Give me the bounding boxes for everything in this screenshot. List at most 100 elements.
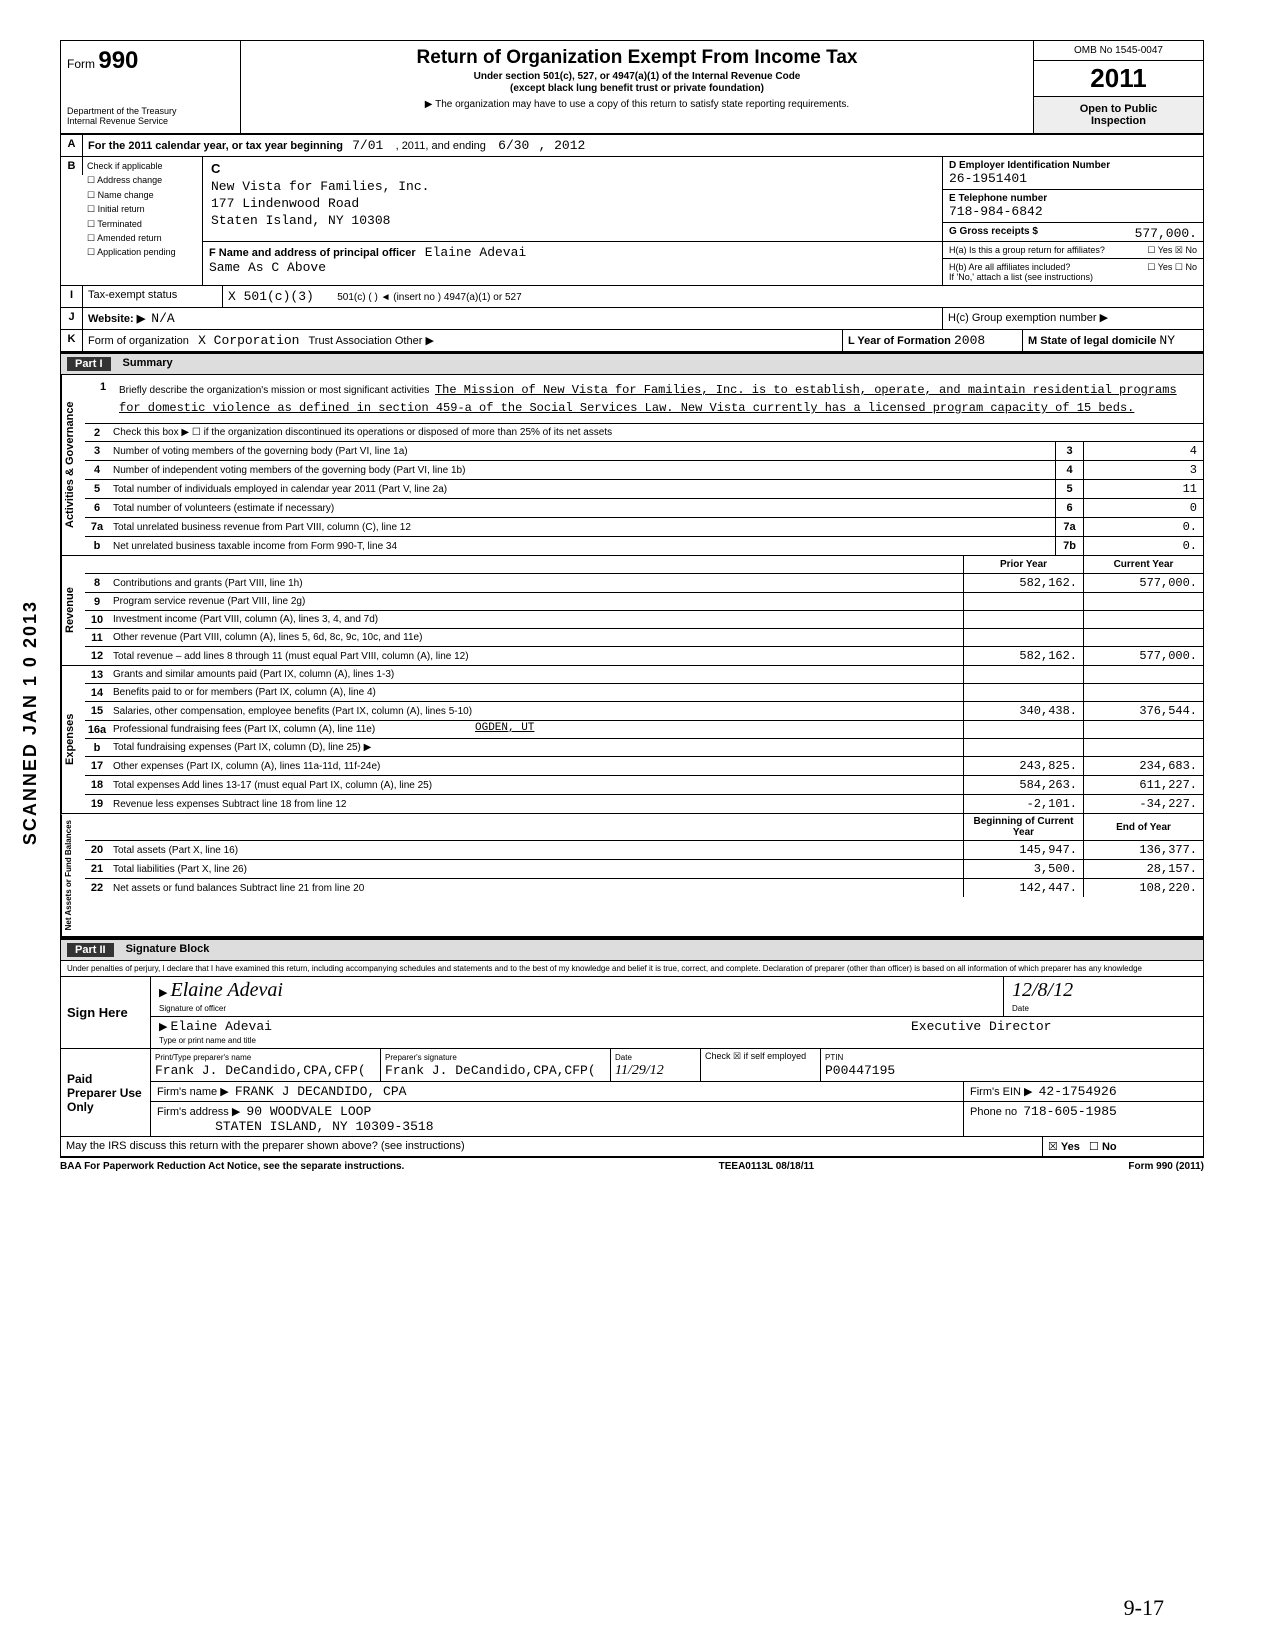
amount-line: 11Other revenue (Part VIII, column (A), …: [85, 629, 1203, 647]
gov-line: 2Check this box ▶ ☐ if the organization …: [85, 424, 1203, 442]
gov-line: 7aTotal unrelated business revenue from …: [85, 518, 1203, 537]
firm-phone: 718-605-1985: [1023, 1104, 1117, 1119]
ein: 26-1951401: [949, 171, 1027, 186]
mission-prefix: Briefly describe the organization's miss…: [119, 385, 429, 396]
org-name-addr: C New Vista for Families, Inc. 177 Linde…: [203, 157, 943, 241]
officer-title: Executive Director: [903, 1017, 1203, 1048]
phone-label: E Telephone number: [949, 193, 1047, 204]
scanned-stamp: SCANNED JAN 1 0 2013: [20, 600, 41, 845]
form-990: Form 990 Department of the Treasury Inte…: [60, 40, 1204, 1158]
chk-terminated[interactable]: Terminated: [87, 217, 198, 231]
firm-addr2: STATEN ISLAND, NY 10309-3518: [215, 1119, 433, 1134]
omb: OMB No 1545-0047: [1034, 41, 1203, 61]
exp-label: Expenses: [61, 666, 85, 813]
rev-label: Revenue: [61, 556, 85, 665]
amount-line: 17Other expenses (Part IX, column (A), l…: [85, 757, 1203, 776]
subtitle2: (except black lung benefit trust or priv…: [251, 83, 1023, 95]
part2-header: Part II Signature Block: [61, 938, 1203, 961]
preparer-date: 11/29/12: [615, 1063, 664, 1078]
line-j: J Website: ▶ N/A H(c) Group exemption nu…: [61, 308, 1203, 330]
gross-label: G Gross receipts $: [949, 226, 1038, 237]
part1-header: Part I Summary: [61, 352, 1203, 375]
amount-line: 19Revenue less expenses Subtract line 18…: [85, 795, 1203, 813]
gross-val: 577,000.: [1135, 226, 1197, 241]
amount-line: 10Investment income (Part VIII, column (…: [85, 611, 1203, 629]
line-a-label: For the 2011 calendar year, or tax year …: [88, 140, 343, 152]
section-net: Net Assets or Fund Balances Beginning of…: [61, 814, 1203, 938]
year-end-year: , 2012: [539, 138, 586, 153]
line-f: F Name and address of principal officer …: [203, 242, 943, 285]
open-public: Open to PublicInspection: [1034, 97, 1203, 133]
amount-line: 12Total revenue – add lines 8 through 11…: [85, 647, 1203, 665]
gov-line: 3Number of voting members of the governi…: [85, 442, 1203, 461]
line-ha: H(a) Is this a group return for affiliat…: [943, 242, 1203, 259]
perjury: Under penalties of perjury, I declare th…: [61, 961, 1203, 977]
chk-pending[interactable]: Application pending: [87, 245, 198, 259]
line-a-mid: , 2011, and ending: [396, 140, 486, 152]
ptin: P00447195: [825, 1063, 895, 1078]
col-begin: Beginning of Current Year: [963, 814, 1083, 840]
chk-address[interactable]: Address change: [87, 173, 198, 187]
header: Form 990 Department of the Treasury Inte…: [61, 41, 1203, 135]
check-label: Check if applicable: [87, 161, 163, 171]
amount-line: 20Total assets (Part X, line 16)145,947.…: [85, 841, 1203, 860]
firm-addr1: 90 WOODVALE LOOP: [246, 1104, 371, 1119]
section-revenue: Revenue Prior Year Current Year 8Contrib…: [61, 556, 1203, 666]
tax-year: 2011: [1034, 61, 1203, 97]
officer-name: Elaine Adevai: [171, 1019, 272, 1034]
subtitle1: Under section 501(c), 527, or 4947(a)(1)…: [251, 71, 1023, 83]
ein-label: D Employer Identification Number: [949, 160, 1110, 171]
gov-line: 6Total number of volunteers (estimate if…: [85, 499, 1203, 518]
phone: 718-984-6842: [949, 204, 1043, 219]
firm-name: FRANK J DECANDIDO, CPA: [235, 1084, 407, 1099]
amount-line: 9Program service revenue (Part VIII, lin…: [85, 593, 1203, 611]
chk-amended[interactable]: Amended return: [87, 231, 198, 245]
paid-preparer: Paid Preparer Use Only Print/Type prepar…: [61, 1049, 1203, 1137]
note: ▶ The organization may have to use a cop…: [251, 99, 1023, 110]
gov-line: 5Total number of individuals employed in…: [85, 480, 1203, 499]
line-a: A For the 2011 calendar year, or tax yea…: [61, 135, 1203, 157]
amount-line: 21Total liabilities (Part X, line 26)3,5…: [85, 860, 1203, 879]
discuss-row: May the IRS discuss this return with the…: [61, 1137, 1203, 1157]
self-employed: Check ☒ if self employed: [701, 1049, 821, 1081]
gov-line: bNet unrelated business taxable income f…: [85, 537, 1203, 555]
amount-line: 15Salaries, other compensation, employee…: [85, 702, 1203, 721]
firm-ein: 42-1754926: [1039, 1084, 1117, 1099]
amount-line: bTotal fundraising expenses (Part IX, co…: [85, 739, 1203, 757]
gov-line: 4Number of independent voting members of…: [85, 461, 1203, 480]
gov-label: Activities & Governance: [61, 375, 85, 555]
title: Return of Organization Exempt From Incom…: [251, 47, 1023, 69]
amount-line: 16aProfessional fundraising fees (Part I…: [85, 721, 1203, 739]
chk-initial[interactable]: Initial return: [87, 202, 198, 216]
check-applicable: Check if applicable Address change Name …: [83, 157, 203, 285]
preparer-name: Frank J. DeCandido,CPA,CFP(: [155, 1063, 366, 1078]
stamp-ogden: OGDEN, UT: [475, 722, 534, 734]
col-current: Current Year: [1083, 556, 1203, 573]
line-i: I Tax-exempt status X 501(c)(3) 501(c) (…: [61, 286, 1203, 308]
section-governance: Activities & Governance 1 Briefly descri…: [61, 375, 1203, 556]
chk-name[interactable]: Name change: [87, 188, 198, 202]
amount-line: 8Contributions and grants (Part VIII, li…: [85, 574, 1203, 593]
officer-signature: Elaine Adevai: [171, 979, 283, 1001]
net-label: Net Assets or Fund Balances: [61, 814, 85, 936]
sign-date: 12/8/12: [1012, 979, 1073, 1001]
amount-line: 13Grants and similar amounts paid (Part …: [85, 666, 1203, 684]
form-number: Form 990: [67, 47, 234, 75]
section-expenses: Expenses OGDEN, UT 13Grants and similar …: [61, 666, 1203, 814]
preparer-sig: Frank J. DeCandido,CPA,CFP(: [385, 1063, 596, 1078]
amount-line: 14Benefits paid to or for members (Part …: [85, 684, 1203, 702]
col-prior: Prior Year: [963, 556, 1083, 573]
handwritten-note: 9-17: [1124, 1595, 1164, 1621]
line-k: K Form of organization X Corporation Tru…: [61, 330, 1203, 352]
year-end-month: 6/30: [498, 138, 529, 153]
right-ids: D Employer Identification Number 26-1951…: [943, 157, 1203, 241]
sign-here: Sign Here ▶ Elaine Adevai Signature of o…: [61, 977, 1203, 1049]
dept: Department of the Treasury Internal Reve…: [67, 107, 234, 127]
amount-line: 18Total expenses Add lines 13-17 (must e…: [85, 776, 1203, 795]
amount-line: 22Net assets or fund balances Subtract l…: [85, 879, 1203, 897]
footer: BAA For Paperwork Reduction Act Notice, …: [60, 1158, 1204, 1175]
line-hb: H(b) Are all affiliates included? ☐ Yes …: [943, 259, 1203, 285]
year-begin: 7/01: [352, 138, 383, 153]
section-bcdeg: B Check if applicable Address change Nam…: [61, 157, 1203, 286]
col-end: End of Year: [1083, 814, 1203, 840]
